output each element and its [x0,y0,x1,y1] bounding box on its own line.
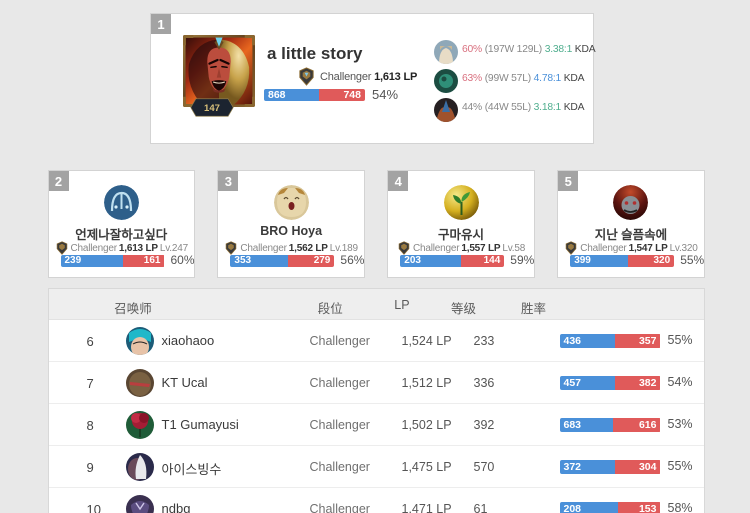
svg-text:147: 147 [204,103,220,114]
